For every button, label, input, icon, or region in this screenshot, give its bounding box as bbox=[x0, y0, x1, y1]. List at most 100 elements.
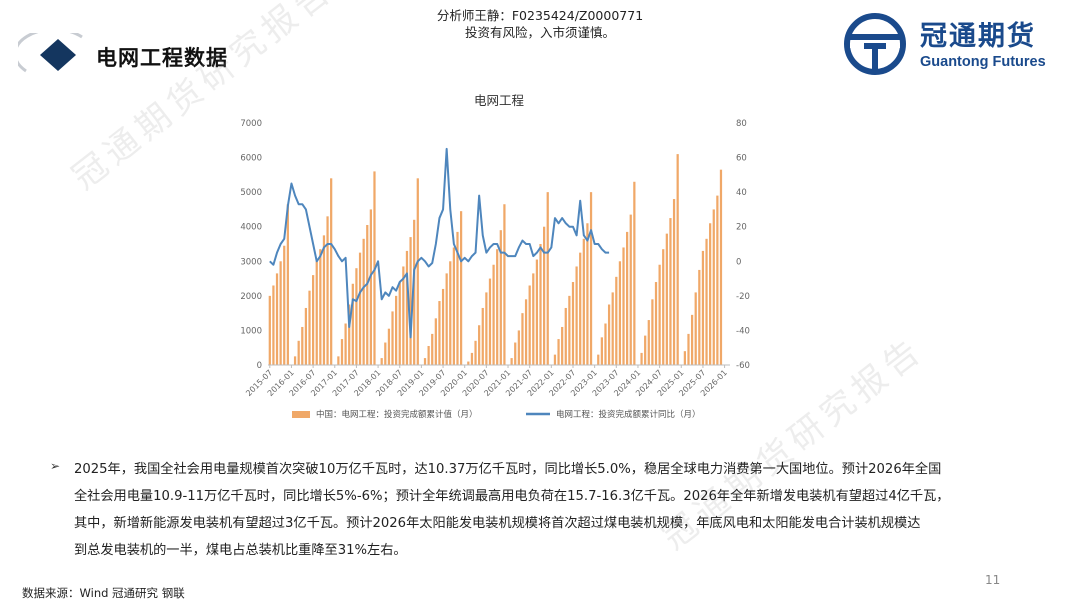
bar bbox=[676, 154, 679, 365]
bar bbox=[312, 275, 315, 365]
bar bbox=[633, 181, 636, 365]
bar bbox=[402, 266, 405, 365]
bar bbox=[705, 238, 708, 365]
bar bbox=[575, 266, 578, 365]
y-left-tick-label: 7000 bbox=[240, 119, 262, 129]
bar bbox=[651, 299, 654, 365]
bar bbox=[622, 247, 625, 365]
bar bbox=[607, 304, 611, 365]
bar bbox=[398, 282, 401, 365]
bar bbox=[510, 358, 513, 365]
bar bbox=[308, 290, 311, 365]
chart-title: 电网工程 bbox=[474, 93, 525, 108]
bar bbox=[709, 223, 712, 365]
bar bbox=[658, 264, 661, 365]
bar bbox=[344, 323, 347, 365]
bar bbox=[568, 295, 571, 365]
bar bbox=[478, 325, 481, 365]
bar bbox=[337, 356, 340, 365]
bar bbox=[384, 342, 387, 365]
bar bbox=[395, 295, 398, 365]
bar bbox=[716, 195, 719, 365]
bar bbox=[474, 340, 477, 365]
bar bbox=[604, 323, 607, 365]
bar bbox=[293, 356, 297, 365]
y-left-tick-label: 2000 bbox=[240, 292, 262, 302]
bar bbox=[330, 178, 333, 365]
bar bbox=[355, 268, 358, 365]
bar bbox=[629, 214, 632, 365]
bar bbox=[387, 328, 391, 365]
bar bbox=[301, 326, 304, 365]
commentary-text: 2025年，我国全社会用电量规模首次突破10万亿千瓦时，达10.37万亿千瓦时，… bbox=[74, 456, 1034, 564]
risk-disclaimer: 投资有风险，入市须谨慎。 bbox=[464, 25, 615, 40]
bar bbox=[268, 295, 271, 365]
bar bbox=[413, 219, 416, 365]
bar bbox=[485, 292, 488, 365]
bar bbox=[358, 252, 362, 365]
bar bbox=[611, 292, 614, 365]
bar bbox=[589, 192, 593, 365]
bar bbox=[618, 261, 622, 365]
y-right-tick-label: 40 bbox=[736, 188, 747, 198]
title-block: 电网工程数据 bbox=[18, 33, 438, 77]
data-source: 数据来源：Wind 冠通研究 钢联 bbox=[22, 586, 185, 600]
legend-bar-swatch bbox=[292, 411, 310, 418]
bar bbox=[304, 307, 308, 365]
bar bbox=[279, 261, 282, 365]
y-left-tick-label: 1000 bbox=[240, 326, 262, 336]
bar bbox=[409, 237, 412, 365]
bar bbox=[543, 226, 546, 365]
bar bbox=[449, 261, 452, 365]
bar bbox=[694, 292, 697, 365]
y-left-tick-label: 5000 bbox=[240, 188, 262, 198]
bar bbox=[532, 273, 535, 365]
page-number: 11 bbox=[985, 573, 1001, 587]
commentary-line: 其中，新增新能源发电装机有望超过3亿千瓦。预计2026年太阳能发电装机规模将首次… bbox=[74, 516, 921, 531]
bar bbox=[348, 304, 351, 365]
bar bbox=[283, 245, 286, 365]
bar bbox=[553, 354, 557, 365]
bar bbox=[366, 224, 369, 365]
bar bbox=[683, 351, 686, 365]
bar bbox=[597, 354, 600, 365]
bar bbox=[626, 231, 629, 365]
y-left-tick-label: 6000 bbox=[240, 154, 262, 164]
y-left-tick-label: 0 bbox=[257, 361, 262, 371]
bar bbox=[470, 352, 474, 365]
bar bbox=[438, 301, 441, 365]
bar bbox=[351, 283, 354, 365]
bar bbox=[687, 333, 690, 365]
legend-bar-label: 中国：电网工程：投资完成额累计值（月） bbox=[316, 409, 478, 420]
analyst-info: 分析师王静：F0235424/Z0000771 bbox=[436, 8, 644, 23]
y-right-tick-label: -60 bbox=[736, 361, 750, 371]
bar bbox=[712, 209, 715, 365]
bar bbox=[315, 261, 318, 365]
bar bbox=[539, 244, 542, 365]
grid-investment-chart: 电网工程 0 1000 2000 3000 4000 5000 6000 7000 -60 -40 -… bbox=[240, 93, 750, 420]
y-right-tick-label: 0 bbox=[736, 257, 741, 267]
bullet-arrow-icon: ➢ bbox=[50, 459, 61, 473]
bar bbox=[524, 299, 528, 365]
y-left-tick-label: 4000 bbox=[240, 223, 262, 233]
bar bbox=[431, 333, 434, 365]
bar bbox=[423, 358, 427, 365]
logo-emblem-icon bbox=[844, 13, 906, 75]
bar bbox=[452, 247, 455, 365]
bar bbox=[427, 345, 430, 365]
bar bbox=[546, 192, 549, 365]
bar bbox=[719, 169, 723, 365]
title-diamond-icon bbox=[18, 33, 83, 73]
bar bbox=[272, 285, 275, 365]
bar bbox=[690, 314, 694, 365]
bar bbox=[640, 352, 643, 365]
logo-cn-name: 冠通期货 bbox=[920, 21, 1036, 52]
bar bbox=[517, 330, 520, 365]
bar bbox=[579, 252, 582, 365]
bar bbox=[340, 339, 344, 365]
legend-line-label: 电网工程：投资完成额累计同比（月） bbox=[556, 409, 701, 420]
company-logo: 冠通期货 Guantong Futures bbox=[842, 10, 1072, 78]
bar bbox=[405, 250, 409, 365]
bar bbox=[362, 238, 365, 365]
bar bbox=[391, 311, 394, 365]
